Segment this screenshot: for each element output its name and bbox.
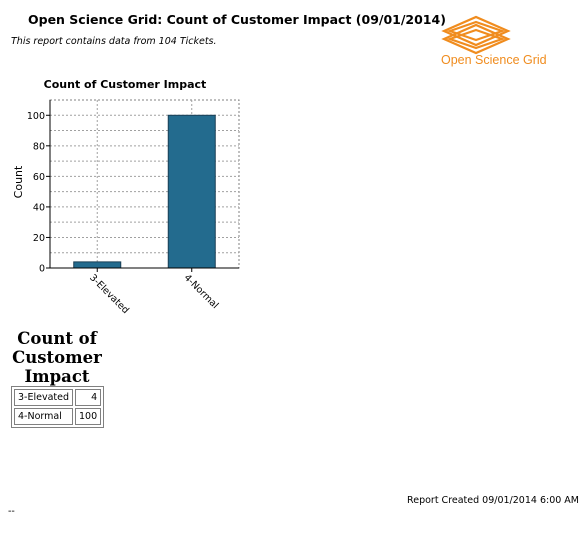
y-tick-label: 100 bbox=[27, 111, 45, 122]
row-value: 100 bbox=[75, 408, 102, 425]
summary-title-line: Customer bbox=[12, 348, 102, 367]
x-tick-label: 3-Elevated bbox=[87, 272, 131, 316]
chart-title: Count of Customer Impact bbox=[44, 78, 207, 91]
report-subtitle: This report contains data from 104 Ticke… bbox=[11, 36, 217, 47]
report-created-timestamp: Report Created 09/01/2014 6:00 AM bbox=[407, 495, 579, 506]
summary-title-line: Count of bbox=[17, 329, 97, 348]
report-title: Open Science Grid: Count of Customer Imp… bbox=[28, 12, 446, 27]
summary-title: Count of Customer Impact bbox=[8, 329, 106, 386]
y-tick-label: 60 bbox=[33, 172, 45, 183]
footer-dash: -- bbox=[8, 506, 15, 517]
y-tick-label: 80 bbox=[33, 141, 45, 152]
x-tick-label: 4-Normal bbox=[182, 272, 221, 311]
y-tick-label: 40 bbox=[33, 202, 45, 213]
bar bbox=[73, 261, 122, 269]
logo-text: Open Science Grid bbox=[441, 53, 547, 67]
osg-logo-icon bbox=[441, 15, 511, 55]
row-label: 3-Elevated bbox=[14, 389, 74, 406]
summary-table: 3-Elevated 4 4-Normal 100 bbox=[11, 386, 105, 428]
y-axis-label: Count bbox=[12, 165, 25, 198]
table-row: 4-Normal 100 bbox=[14, 408, 102, 425]
row-label: 4-Normal bbox=[14, 408, 74, 425]
summary-title-line: Impact bbox=[24, 367, 90, 386]
bar-chart: Count of Customer Impact Count 3-Elevate… bbox=[12, 78, 240, 316]
bar bbox=[167, 114, 216, 269]
y-tick-label: 20 bbox=[33, 233, 45, 244]
row-value: 4 bbox=[75, 389, 102, 406]
table-row: 3-Elevated 4 bbox=[14, 389, 102, 406]
y-tick-label: 0 bbox=[39, 264, 45, 275]
